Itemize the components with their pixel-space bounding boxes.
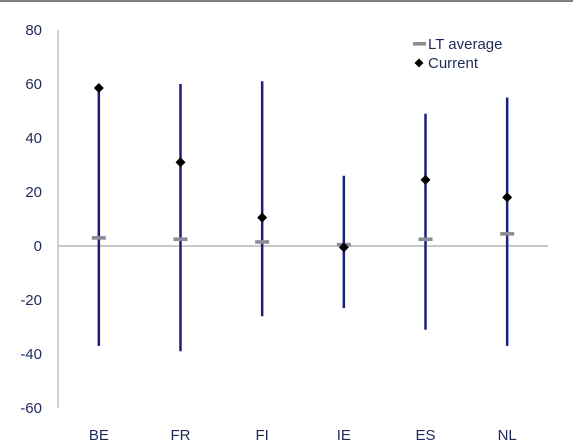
x-tick-label: ES — [415, 427, 435, 444]
x-tick-label: FI — [255, 427, 268, 444]
marks-layer — [91, 81, 515, 352]
legend-label-current: Current — [428, 55, 479, 72]
current-marker — [175, 157, 186, 168]
y-tick-label: 20 — [25, 184, 42, 201]
lt-average-marker — [500, 232, 515, 236]
x-tick-label: FR — [171, 427, 191, 444]
current-marker — [93, 83, 104, 94]
y-tick-label: -40 — [20, 346, 42, 363]
x-tick-label: NL — [498, 427, 517, 444]
x-tick-label: IE — [337, 427, 351, 444]
y-tick-label: 60 — [25, 76, 42, 93]
current-marker — [502, 192, 513, 203]
lt-average-marker — [91, 236, 106, 240]
current-marker — [420, 174, 431, 185]
lt-average-marker — [173, 237, 188, 242]
y-tick-label: 40 — [25, 130, 42, 147]
legend-label-lt-average: LT average — [428, 36, 503, 53]
legend-swatch-current — [414, 58, 424, 68]
current-marker — [257, 212, 268, 223]
current-marker — [338, 242, 349, 253]
y-tick-label: 0 — [34, 238, 42, 255]
legend-swatch-lt-average — [413, 42, 426, 46]
axis-layer: -60 -40 -20 0 20 40 60 80 BE FR FI IE ES NL — [20, 22, 548, 444]
legend: LT average Current — [413, 36, 503, 72]
y-tick-label: 80 — [25, 22, 42, 39]
y-tick-label: -60 — [20, 400, 42, 417]
y-tick-label: -20 — [20, 292, 42, 309]
x-tick-label: BE — [89, 427, 109, 444]
lt-average-marker — [418, 237, 433, 242]
lt-average-marker — [255, 240, 270, 244]
